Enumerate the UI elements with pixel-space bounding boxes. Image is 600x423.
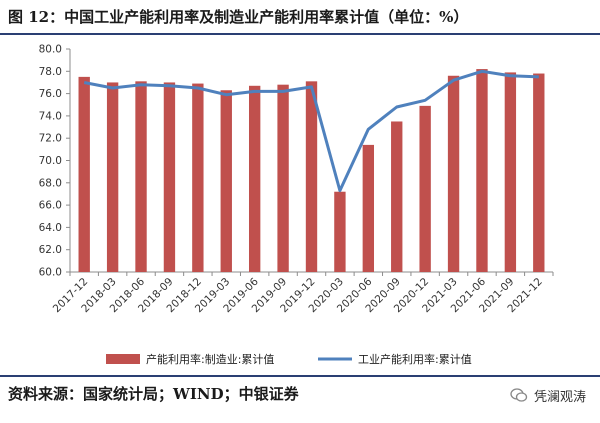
y-tick-label: 72.0 bbox=[39, 133, 62, 145]
y-tick-label: 62.0 bbox=[39, 244, 62, 256]
wechat-icon bbox=[510, 388, 528, 402]
chart-area: 2017-12 2018-03 2018-06 2018-09 2018-12 2019-… bbox=[0, 36, 600, 376]
bar bbox=[391, 121, 403, 272]
bar bbox=[163, 82, 176, 272]
y-tick-label: 60.0 bbox=[39, 267, 62, 279]
bar bbox=[135, 81, 147, 273]
bar bbox=[533, 73, 545, 272]
watermark: 凭澜观涛 bbox=[510, 384, 586, 406]
y-tick-label: 64.0 bbox=[39, 222, 62, 234]
y-tick-label: 80.0 bbox=[39, 44, 62, 56]
legend-bar-label: 产能利用率:制造业:累计值 bbox=[146, 352, 274, 366]
bar bbox=[78, 76, 90, 272]
bar bbox=[362, 144, 375, 272]
bar bbox=[504, 72, 517, 272]
y-tick-labels: 60.0 62.0 64.0 66.0 68.0 70.0 72.0 74.0 76.0 78.0… bbox=[39, 44, 70, 279]
bar bbox=[248, 85, 261, 272]
bar bbox=[277, 84, 289, 273]
x-tick-labels: 2017-122018-032018-062018-092018-122019-… bbox=[51, 272, 554, 315]
y-tick-label: 78.0 bbox=[39, 66, 62, 78]
y-tick-label: 68.0 bbox=[39, 177, 62, 189]
watermark-text: 凭澜观涛 bbox=[533, 389, 586, 405]
chart-svg: 2017-122018-032018-062018-092018-122019-… bbox=[39, 44, 554, 366]
line-path bbox=[83, 69, 539, 193]
y-tick-label: 74.0 bbox=[39, 110, 62, 122]
y-tick-label: 76.0 bbox=[39, 88, 62, 100]
bar bbox=[447, 75, 460, 272]
title-divider bbox=[0, 33, 600, 35]
y-tick-label: 66.0 bbox=[39, 200, 62, 212]
bar-series bbox=[78, 69, 545, 273]
bar bbox=[305, 81, 318, 273]
legend-bar-swatch bbox=[106, 354, 140, 364]
bar bbox=[106, 82, 119, 272]
bar bbox=[419, 105, 431, 273]
bar bbox=[476, 69, 488, 272]
legend-line-label: 工业产能利用率:累计值 bbox=[358, 352, 472, 366]
bar bbox=[334, 191, 346, 272]
chart-legend: 产能利用率:制造业:累计值 工业产能利用率:累计值 bbox=[106, 352, 472, 366]
y-tick-label: 70.0 bbox=[39, 155, 62, 167]
bar bbox=[220, 90, 232, 272]
source-note: 资料来源：国家统计局；WIND；中银证券 bbox=[8, 385, 299, 403]
line-series bbox=[83, 69, 539, 193]
chart-title: 图 12：中国工业产能利用率及制造业产能利用率累计值（单位：%） bbox=[8, 8, 469, 26]
source-divider bbox=[0, 375, 600, 377]
bar bbox=[192, 83, 204, 272]
